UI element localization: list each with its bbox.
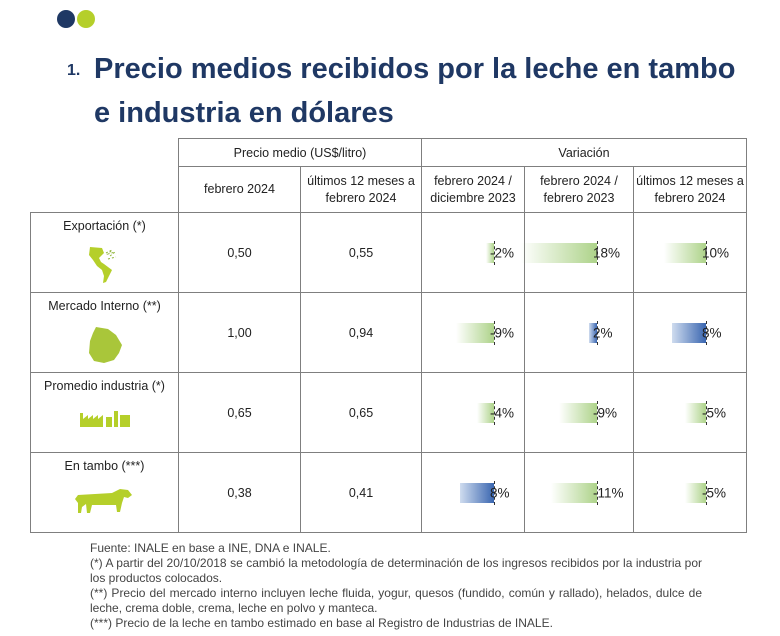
row-label-cell: Exportación (*) [30, 212, 179, 293]
variation-bar [477, 402, 494, 423]
page-title: Precio medios recibidos por la leche en … [94, 53, 736, 129]
variation-cell: -5% [633, 372, 747, 453]
footnotes: Fuente: INALE en base a INE, DNA e INALE… [90, 541, 702, 631]
table-row: Exportación (*) 0,50 0,55 -2% 18% 10% [30, 212, 747, 293]
variation-cell: -9% [524, 372, 634, 453]
variation-value: -5% [702, 485, 727, 500]
variation-cell: 8% [633, 292, 747, 373]
zero-axis [597, 320, 598, 345]
variation-value: -9% [593, 405, 618, 420]
zero-axis [494, 240, 495, 265]
variation-bar [456, 322, 494, 343]
variation-value: 8% [490, 485, 510, 500]
variation-value: -9% [490, 325, 515, 340]
row-label: Exportación (*) [63, 219, 146, 233]
table-row: En tambo (***) 0,38 0,41 8% -11% -5% [30, 452, 747, 533]
zero-axis [597, 480, 598, 505]
zero-axis [597, 240, 598, 265]
table-row: Mercado Interno (**) 1,00 0,94 -9% 2% 8% [30, 292, 747, 373]
zero-axis [706, 400, 707, 425]
value-last12: 0,65 [300, 372, 422, 453]
section-number: 1. [67, 62, 81, 79]
variation-value: -11% [593, 485, 624, 500]
header-var-feb-feb: febrero 2024 / febrero 2023 [524, 166, 634, 213]
variation-bar [460, 482, 494, 503]
variation-cell: 8% [421, 452, 525, 533]
variation-bar [550, 482, 597, 503]
value-feb2024: 0,50 [178, 212, 301, 293]
variation-cell: -4% [421, 372, 525, 453]
variation-cell: -5% [633, 452, 747, 533]
variation-value: 2% [593, 325, 613, 340]
variation-bar [664, 242, 706, 263]
row-label-cell: Promedio industria (*) [30, 372, 179, 453]
variation-value: 10% [702, 245, 730, 260]
variation-value: -2% [490, 245, 515, 260]
variation-bar [588, 322, 597, 343]
row-label-cell: En tambo (***) [30, 452, 179, 533]
value-last12: 0,94 [300, 292, 422, 373]
value-last12: 0,55 [300, 212, 422, 293]
price-table: Precio medio (US$/litro) Variación febre… [30, 138, 747, 533]
variation-bar [521, 242, 597, 263]
source-note: Fuente: INALE en base a INE, DNA e INALE… [90, 541, 331, 555]
variation-cell: 2% [524, 292, 634, 373]
row-label: Mercado Interno (**) [48, 299, 161, 313]
row-label: Promedio industria (*) [44, 379, 165, 393]
row-label-cell: Mercado Interno (**) [30, 292, 179, 373]
header-price-group: Precio medio (US$/litro) [178, 138, 422, 167]
americas-map-icon [82, 245, 128, 288]
value-feb2024: 1,00 [178, 292, 301, 373]
variation-cell: -9% [421, 292, 525, 373]
variation-value: 18% [593, 245, 621, 260]
footnote-1: (*) A partir del 20/10/2018 se cambió la… [90, 556, 702, 585]
cow-icon [72, 485, 138, 518]
value-feb2024: 0,65 [178, 372, 301, 453]
value-feb2024: 0,38 [178, 452, 301, 533]
zero-axis [706, 320, 707, 345]
header-variation-group: Variación [421, 138, 747, 167]
variation-cell: -11% [524, 452, 634, 533]
variation-bar [685, 402, 706, 423]
footnote-3: (***) Precio de la leche en tambo estima… [90, 616, 553, 630]
variation-bar [672, 322, 706, 343]
value-last12: 0,41 [300, 452, 422, 533]
variation-cell: 18% [521, 212, 634, 293]
variation-bar [485, 242, 494, 263]
light-dot-icon [77, 10, 95, 28]
factory-icon [78, 405, 132, 432]
variation-cell: -2% [421, 212, 525, 293]
zero-axis [494, 400, 495, 425]
dark-dot-icon [57, 10, 75, 28]
variation-value: -5% [702, 405, 727, 420]
table-row: Promedio industria (*) 0,65 0,65 -4% -9% -5% [30, 372, 747, 453]
zero-axis [706, 240, 707, 265]
zero-axis [706, 480, 707, 505]
zero-axis [494, 320, 495, 345]
zero-axis [597, 400, 598, 425]
uruguay-map-icon [86, 325, 124, 368]
variation-value: 8% [702, 325, 722, 340]
header-last12: últimos 12 meses a febrero 2024 [300, 166, 422, 213]
zero-axis [494, 480, 495, 505]
header-feb2024: febrero 2024 [178, 166, 301, 213]
variation-value: -4% [490, 405, 515, 420]
footnote-2: (**) Precio del mercado interno incluyen… [90, 586, 702, 615]
brand-dots [57, 10, 95, 28]
variation-bar [685, 482, 706, 503]
variation-bar [559, 402, 597, 423]
variation-cell: 10% [633, 212, 747, 293]
row-label: En tambo (***) [64, 459, 145, 473]
header-var-feb-dec: febrero 2024 / diciembre 2023 [421, 166, 525, 213]
header-var-last12: últimos 12 meses a febrero 2024 [633, 166, 747, 213]
